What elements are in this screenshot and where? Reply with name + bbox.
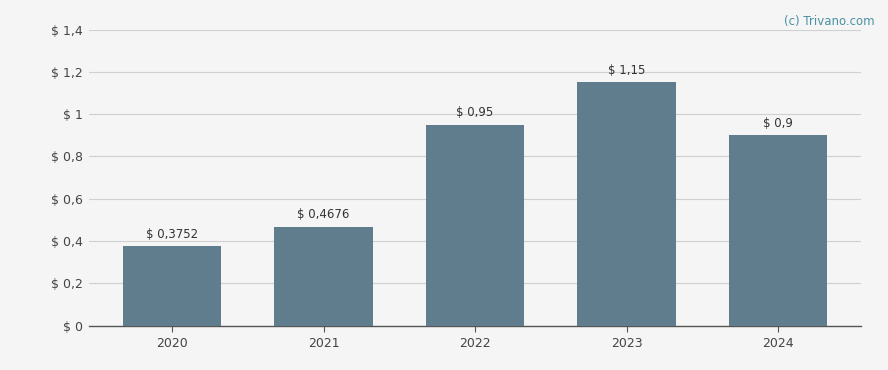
- Bar: [274, 227, 373, 326]
- Bar: [577, 83, 676, 326]
- Text: $ 0,4676: $ 0,4676: [297, 208, 350, 222]
- Bar: [123, 246, 221, 326]
- Text: (c) Trivano.com: (c) Trivano.com: [784, 15, 875, 28]
- Bar: [729, 135, 828, 326]
- Text: $ 1,15: $ 1,15: [608, 64, 646, 77]
- Text: $ 0,95: $ 0,95: [456, 107, 494, 120]
- Text: $ 0,3752: $ 0,3752: [146, 228, 198, 241]
- Text: $ 0,9: $ 0,9: [763, 117, 793, 130]
- Bar: [426, 125, 524, 326]
